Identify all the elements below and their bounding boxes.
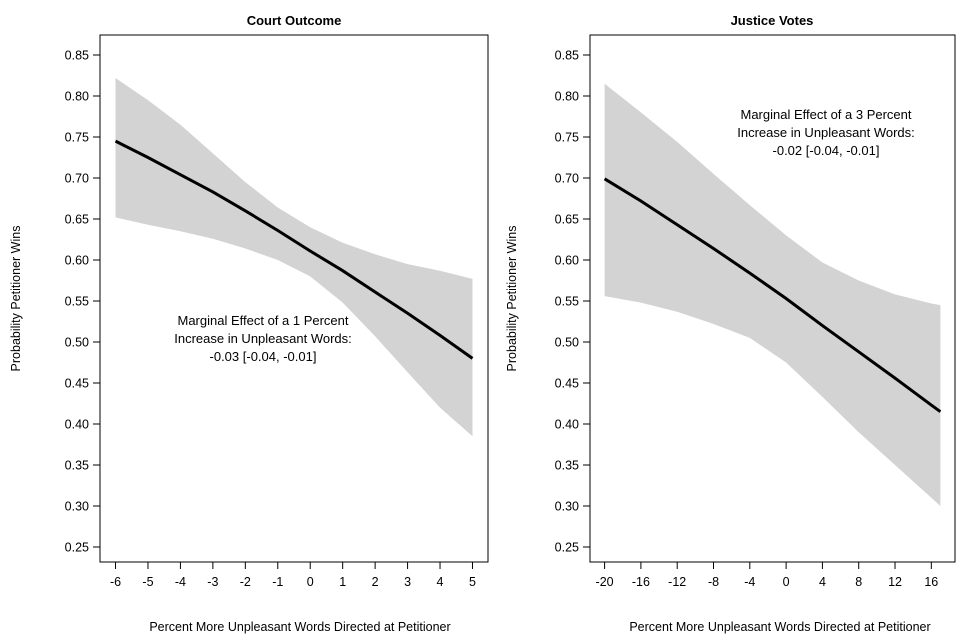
x-tick-label: -16 — [632, 575, 650, 589]
plot-frame — [99, 34, 489, 563]
chart-title: Court Outcome — [247, 13, 342, 28]
x-tick-label: 1 — [339, 575, 346, 589]
y-tick-label: 0.55 — [555, 295, 579, 309]
x-axis-label: Percent More Unpleasant Words Directed a… — [149, 620, 450, 634]
y-tick-label: 0.30 — [65, 500, 89, 514]
x-tick-label: -20 — [596, 575, 614, 589]
y-tick-label: 0.75 — [555, 131, 579, 145]
x-tick-label: 3 — [404, 575, 411, 589]
confidence-band — [115, 78, 473, 437]
x-tick-label: 0 — [307, 575, 314, 589]
y-tick-label: 0.75 — [65, 131, 89, 145]
y-tick-label: 0.30 — [555, 500, 579, 514]
y-tick-label: 0.50 — [555, 336, 579, 350]
x-tick-label: 16 — [924, 575, 938, 589]
annotation-line: Increase in Unpleasant Words: — [737, 125, 915, 140]
x-tick-label: 4 — [819, 575, 826, 589]
annotation-line: -0.02 [-0.04, -0.01] — [773, 143, 880, 158]
y-tick-label: 0.85 — [65, 49, 89, 63]
y-tick-label: 0.60 — [65, 254, 89, 268]
y-tick-label: 0.40 — [555, 418, 579, 432]
y-tick-label: 0.35 — [65, 459, 89, 473]
y-axis-label: Probability Petitioner Wins — [505, 226, 519, 372]
y-tick-label: 0.25 — [555, 541, 579, 555]
chart-title: Justice Votes — [731, 13, 814, 28]
confidence-band — [604, 83, 941, 506]
y-tick-label: 0.80 — [555, 90, 579, 104]
x-tick-label: -8 — [708, 575, 719, 589]
annotation-line: Increase in Unpleasant Words: — [174, 331, 352, 346]
y-tick-label: 0.70 — [555, 172, 579, 186]
plot-frame — [589, 34, 956, 563]
x-tick-label: -2 — [240, 575, 251, 589]
y-tick-label: 0.25 — [65, 541, 89, 555]
chart-panel-1: 0.25 0.30 0.35 0.40 0.45 0.50 0.55 0.60 0.65 0.70… — [9, 13, 489, 634]
x-tick-label: 5 — [469, 575, 476, 589]
y-tick-label: 0.65 — [65, 213, 89, 227]
x-tick-label: -12 — [668, 575, 686, 589]
annotation-line: -0.03 [-0.04, -0.01] — [210, 349, 317, 364]
y-tick-label: 0.60 — [555, 254, 579, 268]
y-tick-label: 0.65 — [555, 213, 579, 227]
y-tick-label: 0.80 — [65, 90, 89, 104]
x-tick-label: -6 — [110, 575, 121, 589]
x-tick-label: 0 — [783, 575, 790, 589]
y-tick-label: 0.40 — [65, 418, 89, 432]
y-tick-label: 0.45 — [65, 377, 89, 391]
x-tick-label: -4 — [175, 575, 186, 589]
annotation-line: Marginal Effect of a 3 Percent — [740, 107, 911, 122]
y-tick-label: 0.55 — [65, 295, 89, 309]
series-line — [114, 139, 474, 360]
y-tick-label: 0.70 — [65, 172, 89, 186]
x-tick-label: -4 — [744, 575, 755, 589]
y-tick-label: 0.35 — [555, 459, 579, 473]
chart-panel-2: 0.25 0.30 0.35 0.40 0.45 0.50 0.55 0.60 0.65 0.70… — [505, 13, 956, 634]
y-tick-label: 0.50 — [65, 336, 89, 350]
annotation-line: Marginal Effect of a 1 Percent — [177, 313, 348, 328]
x-tick-label: 2 — [372, 575, 379, 589]
x-tick-label: -5 — [142, 575, 153, 589]
x-tick-label: 12 — [888, 575, 902, 589]
x-tick-label: 4 — [437, 575, 444, 589]
x-tick-label: -1 — [272, 575, 283, 589]
y-axis-label: Probability Petitioner Wins — [9, 226, 23, 372]
x-tick-label: -3 — [207, 575, 218, 589]
x-axis-label: Percent More Unpleasant Words Directed a… — [629, 620, 930, 634]
y-tick-label: 0.45 — [555, 377, 579, 391]
y-tick-label: 0.85 — [555, 49, 579, 63]
x-tick-label: 8 — [855, 575, 862, 589]
series-line — [603, 177, 942, 413]
